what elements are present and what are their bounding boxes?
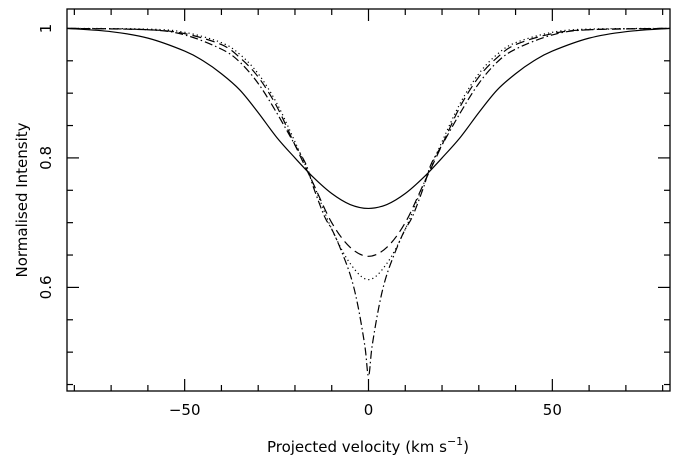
x-tick-label: 50 <box>543 401 562 419</box>
series-line-solid <box>66 27 671 210</box>
x-tick-label: 0 <box>364 401 374 419</box>
plot-frame <box>66 8 671 392</box>
y-tick-label: 0.8 <box>37 146 55 170</box>
axis-ticks <box>67 9 670 391</box>
series-group <box>66 27 671 377</box>
series-line-dashdot <box>66 27 671 377</box>
y-tick-label: 1 <box>37 24 55 34</box>
tick-labels: −50 0 50 0.6 0.8 1 <box>37 24 562 419</box>
series-line-dashed <box>66 27 671 257</box>
y-axis-label: Normalised Intensity <box>13 122 31 277</box>
x-axis-label: Projected velocity (km s−1) <box>267 435 469 456</box>
y-tick-label: 0.6 <box>37 275 55 299</box>
x-tick-label: −50 <box>169 401 201 419</box>
series-line-dotted <box>66 27 671 281</box>
